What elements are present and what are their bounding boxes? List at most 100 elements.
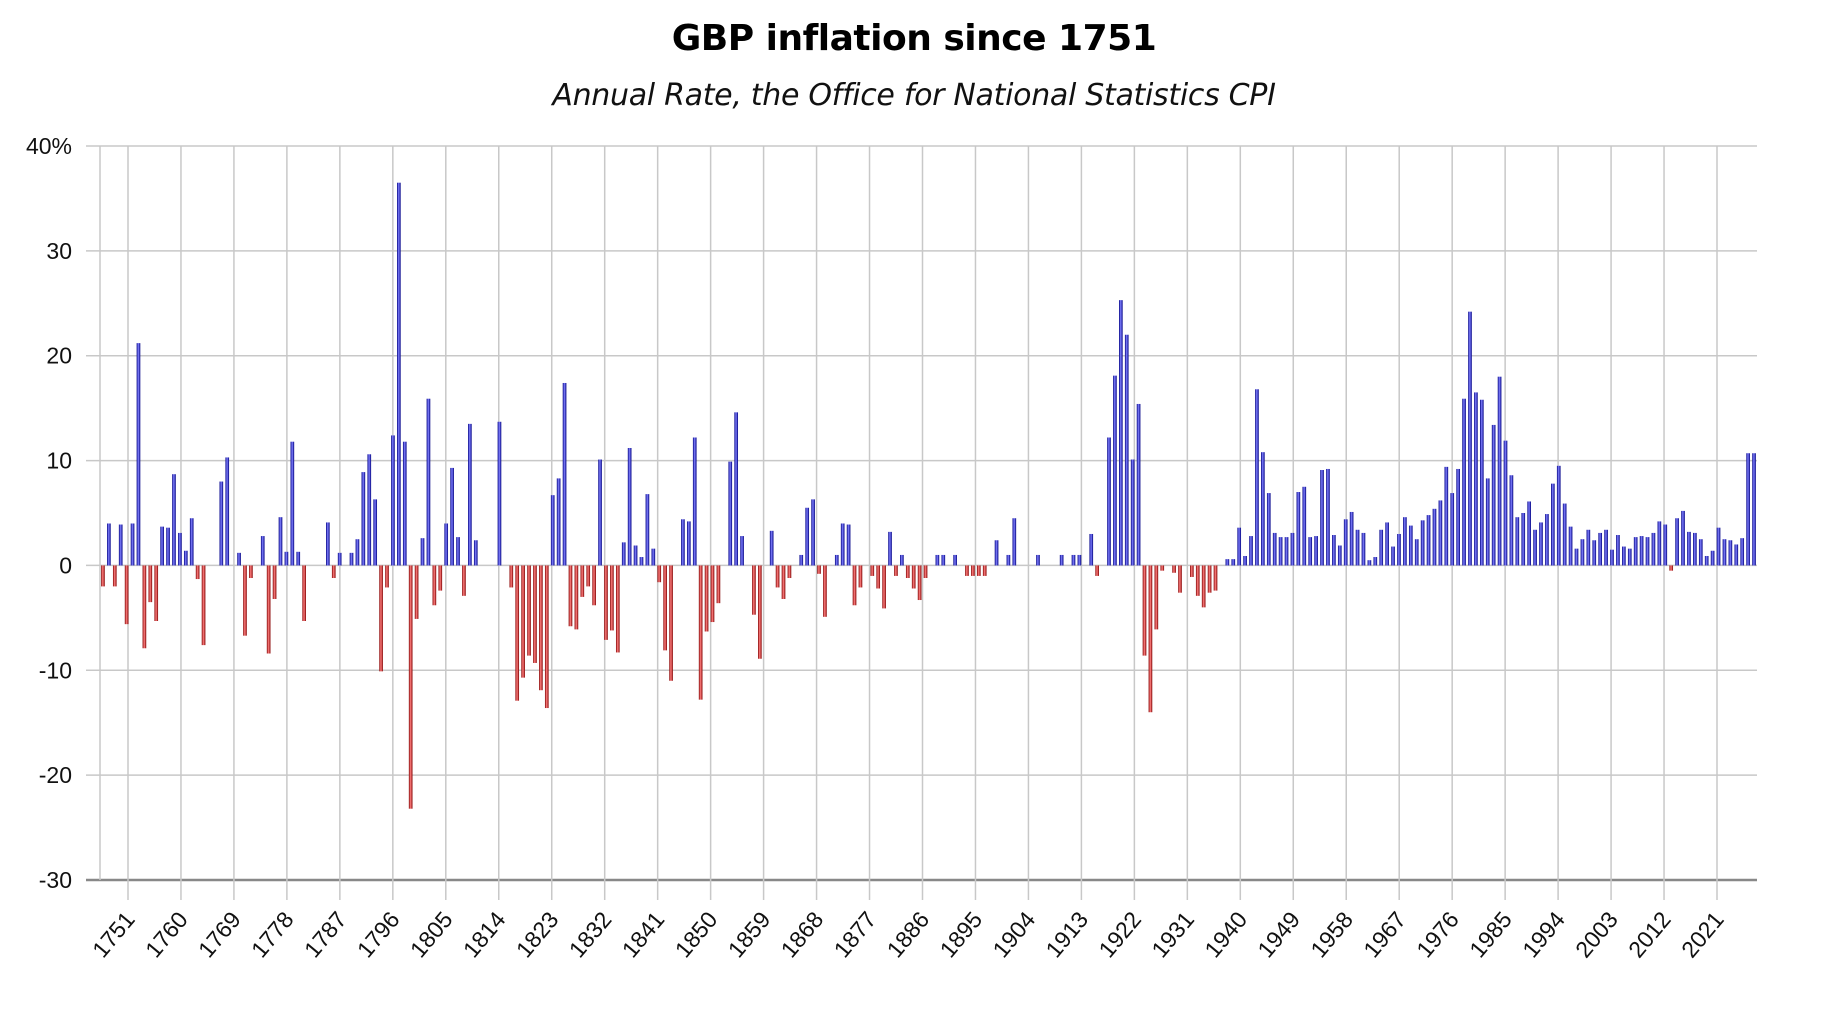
bar-1953 xyxy=(1296,492,1301,566)
x-axis: 1751 1760 1769 1778 1787 1796 1805 1814 1823 1832… xyxy=(87,906,1729,962)
x-tick-label: 1976 xyxy=(1411,907,1464,963)
bar-1963 xyxy=(1355,529,1360,566)
bar-1782 xyxy=(284,551,289,566)
bar-1789 xyxy=(326,522,330,566)
bar-1980 xyxy=(1456,468,1460,566)
bar-1916 xyxy=(1077,554,1082,566)
bar-1951 xyxy=(1284,537,1289,566)
bar-1806 xyxy=(426,398,431,566)
x-tick-label: 1886 xyxy=(882,907,935,963)
bar-1974 xyxy=(1420,520,1425,566)
x-tick-label: 1922 xyxy=(1093,907,1146,963)
bar-1785 xyxy=(302,565,306,621)
bar-1794 xyxy=(355,539,360,566)
bar-1791 xyxy=(337,552,342,566)
bar-1838 xyxy=(615,565,620,653)
bar-2022 xyxy=(1704,555,1709,566)
bar-2009 xyxy=(1627,548,1632,566)
bar-1941 xyxy=(1225,559,1230,566)
bar-1803 xyxy=(408,565,413,809)
bar-1812 xyxy=(462,565,466,596)
x-tick-label: 1931 xyxy=(1146,907,1199,963)
bar-1828 xyxy=(556,478,561,566)
bar-1781 xyxy=(278,517,283,566)
bar-1942 xyxy=(1231,559,1236,566)
bar-1924 xyxy=(1124,334,1129,566)
x-tick-label: 2021 xyxy=(1676,907,1729,963)
bar-1778 xyxy=(260,536,265,566)
bar-1927 xyxy=(1142,565,1147,656)
bar-1897 xyxy=(965,565,969,576)
bar-1997 xyxy=(1556,465,1561,566)
bar-1966 xyxy=(1373,557,1378,566)
bar-1955 xyxy=(1308,537,1313,566)
bar-1774 xyxy=(237,552,241,566)
bar-2014 xyxy=(1657,521,1662,566)
bar-1961 xyxy=(1343,519,1348,566)
bar-1875 xyxy=(834,554,839,566)
bar-1775 xyxy=(243,565,247,636)
y-tick-label: -30 xyxy=(39,867,72,893)
bar-1937 xyxy=(1201,565,1206,608)
bar-2003 xyxy=(1592,540,1597,566)
bar-1810 xyxy=(450,467,454,566)
bar-1892 xyxy=(935,554,940,566)
bar-1994 xyxy=(1539,522,1543,566)
x-tick-label: 1859 xyxy=(723,907,776,963)
bar-2002 xyxy=(1586,529,1591,566)
bar-1866 xyxy=(781,565,786,599)
bar-1841 xyxy=(633,545,638,566)
bar-1915 xyxy=(1071,554,1076,566)
x-tick-label: 1787 xyxy=(299,907,352,963)
bar-1851 xyxy=(692,437,697,566)
bar-1759 xyxy=(148,565,153,603)
bar-1888 xyxy=(911,565,916,589)
bar-1846 xyxy=(663,565,667,651)
bar-2001 xyxy=(1580,539,1585,566)
bar-2024 xyxy=(1716,527,1721,566)
bar-1999 xyxy=(1568,526,1573,566)
bar-1960 xyxy=(1337,545,1342,566)
bar-1790 xyxy=(331,565,336,579)
bar-1826 xyxy=(544,565,549,709)
bar-1964 xyxy=(1361,532,1366,566)
bar-1956 xyxy=(1314,536,1318,566)
bar-1949 xyxy=(1272,532,1277,566)
bar-1766 xyxy=(189,518,194,566)
bar-1977 xyxy=(1438,500,1443,566)
x-tick-label: 1850 xyxy=(670,907,723,963)
bar-1947 xyxy=(1261,452,1265,566)
bar-1928 xyxy=(1148,565,1153,713)
bar-1990 xyxy=(1515,517,1520,566)
bar-1756 xyxy=(130,523,135,566)
x-tick-label: 1877 xyxy=(829,907,882,963)
bar-1857 xyxy=(728,461,733,566)
bar-1765 xyxy=(183,550,188,566)
bar-1921 xyxy=(1107,437,1111,566)
bar-2008 xyxy=(1622,546,1626,566)
bar-1948 xyxy=(1266,493,1271,566)
bar-1967 xyxy=(1379,529,1384,566)
bar-1957 xyxy=(1320,470,1324,566)
bar-1973 xyxy=(1414,539,1419,566)
bar-2028 xyxy=(1740,538,1745,566)
bar-1818 xyxy=(497,421,502,566)
bar-1849 xyxy=(681,519,685,566)
bar-1865 xyxy=(775,565,780,588)
bar-2004 xyxy=(1598,532,1603,566)
bar-1873 xyxy=(823,565,827,617)
bar-1938 xyxy=(1207,565,1212,593)
bar-1805 xyxy=(420,538,425,566)
bar-1943 xyxy=(1237,527,1242,566)
bar-1958 xyxy=(1326,468,1330,566)
bar-1855 xyxy=(716,565,721,604)
x-tick-label: 1958 xyxy=(1305,907,1358,963)
bar-1887 xyxy=(905,565,910,579)
bar-1804 xyxy=(414,565,419,619)
bar-1869 xyxy=(799,554,804,566)
bar-1754 xyxy=(118,524,123,566)
bar-1835 xyxy=(598,459,602,566)
y-tick-label: -10 xyxy=(39,657,72,683)
y-tick-label: 0 xyxy=(59,552,72,578)
